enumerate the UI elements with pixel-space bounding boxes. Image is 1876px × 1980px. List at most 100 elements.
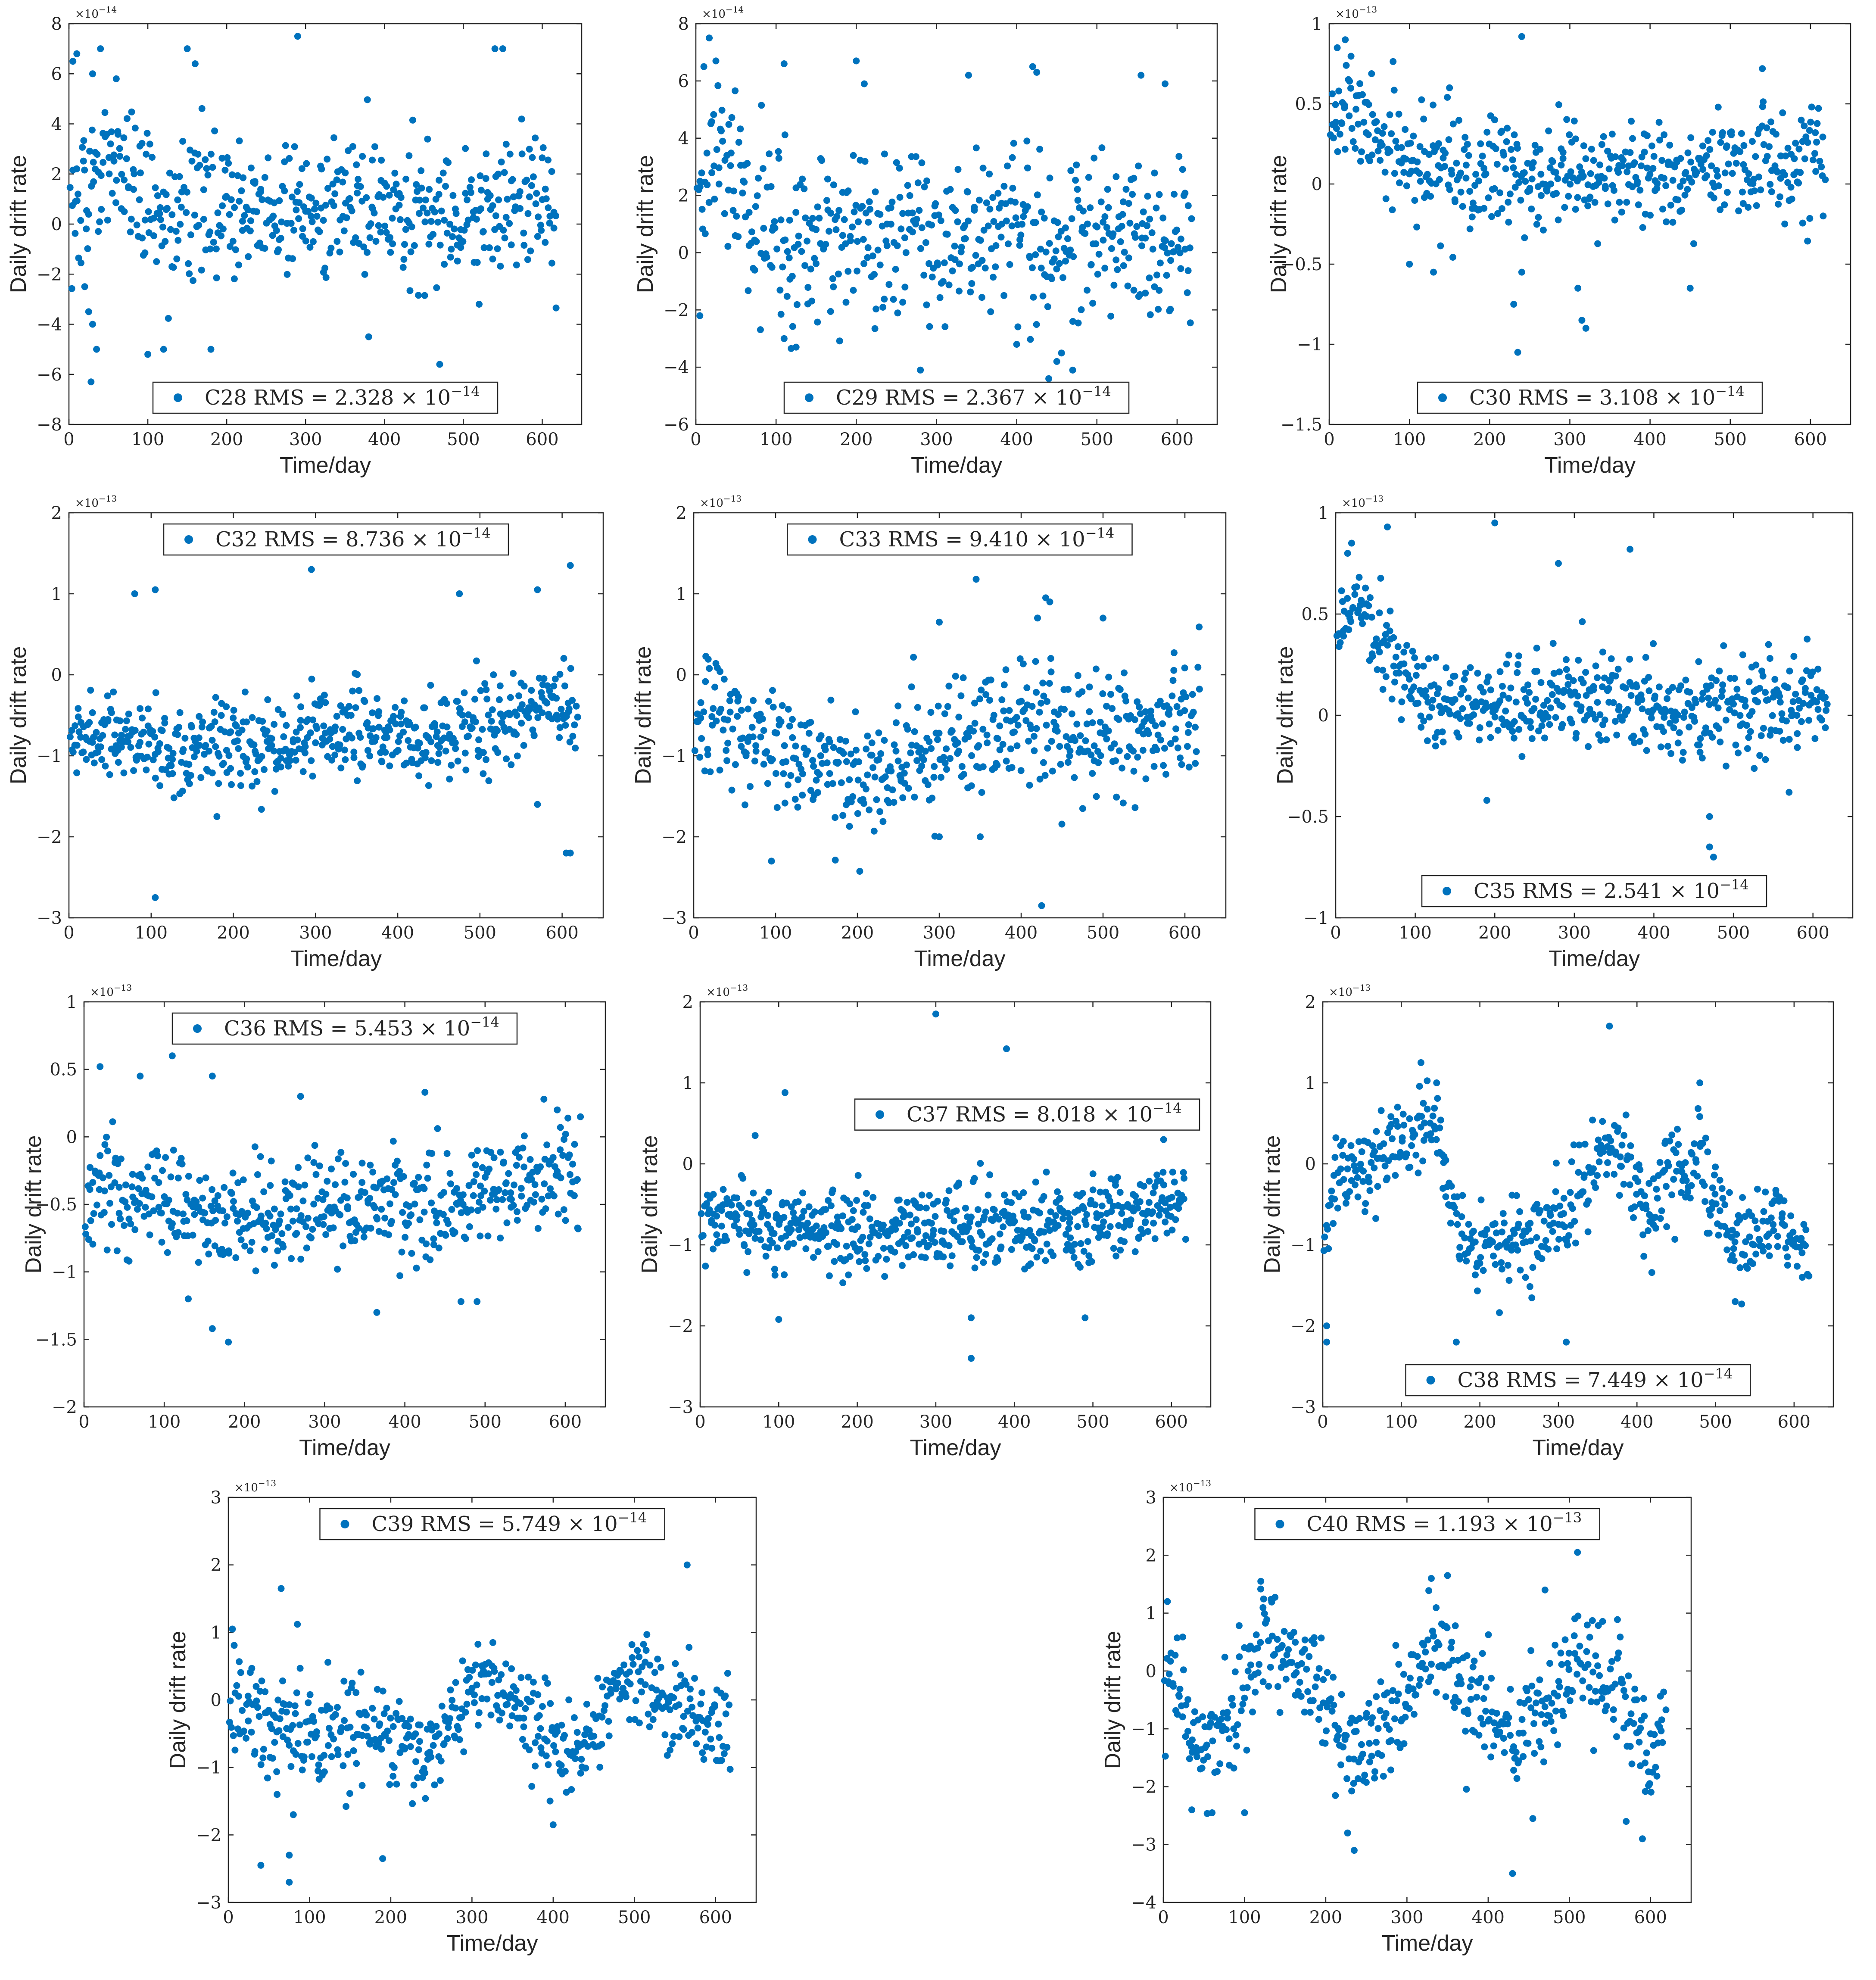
data-point bbox=[120, 769, 128, 776]
data-point bbox=[1122, 186, 1130, 193]
data-point bbox=[1517, 196, 1524, 204]
y-tick-label: 1 bbox=[66, 992, 77, 1012]
data-point bbox=[1424, 1105, 1431, 1113]
data-point bbox=[206, 748, 213, 755]
data-point bbox=[446, 775, 453, 783]
data-point bbox=[773, 245, 781, 253]
data-point bbox=[249, 783, 256, 790]
data-point bbox=[391, 169, 399, 177]
data-point bbox=[1525, 1225, 1532, 1233]
data-point bbox=[472, 718, 479, 726]
data-point bbox=[1136, 291, 1144, 298]
data-point bbox=[1033, 689, 1040, 696]
data-point bbox=[1417, 712, 1424, 720]
data-point bbox=[785, 705, 792, 713]
data-point bbox=[811, 1208, 818, 1216]
legend: C30 RMS = 3.108 × 10−14 bbox=[1417, 381, 1763, 414]
data-point bbox=[131, 170, 138, 178]
data-point bbox=[827, 1202, 835, 1210]
data-point bbox=[937, 217, 944, 225]
data-point bbox=[1804, 139, 1811, 146]
data-point bbox=[221, 1184, 228, 1191]
data-point bbox=[1677, 682, 1685, 689]
data-point bbox=[861, 1251, 869, 1258]
data-point bbox=[1026, 253, 1033, 260]
data-point bbox=[1366, 1187, 1374, 1194]
data-point bbox=[1125, 254, 1132, 262]
data-point bbox=[979, 1232, 986, 1239]
data-point bbox=[179, 137, 187, 145]
data-point bbox=[808, 297, 815, 305]
legend-marker bbox=[184, 535, 193, 544]
data-point bbox=[1805, 717, 1813, 724]
data-point bbox=[111, 731, 118, 739]
data-point bbox=[1435, 140, 1442, 147]
data-point bbox=[88, 126, 96, 134]
data-point bbox=[1125, 200, 1132, 207]
data-point bbox=[165, 745, 173, 752]
data-point bbox=[200, 186, 207, 193]
data-point bbox=[775, 1316, 782, 1323]
data-point bbox=[90, 159, 97, 166]
data-point bbox=[713, 1213, 720, 1220]
data-point bbox=[1639, 224, 1646, 231]
data-point bbox=[1118, 1210, 1125, 1217]
data-point bbox=[243, 718, 250, 726]
data-point bbox=[396, 216, 404, 223]
data-point bbox=[86, 1186, 93, 1193]
data-point bbox=[976, 695, 983, 702]
data-point bbox=[73, 769, 81, 776]
data-point bbox=[804, 1219, 811, 1227]
data-point bbox=[901, 284, 909, 291]
data-point bbox=[334, 1266, 341, 1273]
data-point bbox=[1503, 138, 1510, 145]
data-point bbox=[479, 1204, 486, 1211]
data-point bbox=[90, 178, 97, 185]
data-point bbox=[1487, 734, 1494, 741]
data-point bbox=[1792, 690, 1799, 698]
data-point bbox=[874, 246, 882, 254]
data-point bbox=[1564, 681, 1572, 688]
data-point bbox=[1381, 1162, 1389, 1169]
data-point bbox=[964, 188, 971, 196]
data-point bbox=[1063, 1247, 1070, 1254]
data-point bbox=[1162, 1218, 1169, 1225]
data-point bbox=[90, 759, 98, 767]
data-point bbox=[1514, 669, 1521, 676]
data-point bbox=[1336, 131, 1343, 138]
data-point bbox=[193, 1198, 200, 1205]
data-point bbox=[81, 283, 88, 290]
data-point bbox=[1340, 1138, 1347, 1145]
data-point bbox=[468, 724, 476, 732]
data-point bbox=[1546, 721, 1553, 728]
data-point bbox=[210, 239, 217, 246]
data-point bbox=[528, 687, 535, 694]
data-point bbox=[80, 748, 87, 756]
data-point bbox=[197, 774, 205, 781]
data-point bbox=[777, 718, 785, 725]
y-tick-label: −1.5 bbox=[1281, 415, 1322, 435]
data-point bbox=[1000, 183, 1008, 190]
data-point bbox=[402, 1234, 409, 1241]
data-point bbox=[1444, 94, 1451, 101]
data-point bbox=[1337, 1165, 1344, 1172]
data-point bbox=[1009, 184, 1016, 192]
data-point bbox=[518, 115, 525, 123]
data-point bbox=[1117, 238, 1124, 245]
data-point bbox=[191, 212, 198, 219]
data-point bbox=[746, 1211, 753, 1218]
data-point bbox=[1815, 105, 1822, 112]
data-point bbox=[1175, 153, 1183, 160]
data-point bbox=[894, 758, 902, 764]
data-point bbox=[396, 1272, 404, 1279]
data-point bbox=[1816, 158, 1823, 165]
data-point bbox=[945, 1187, 953, 1194]
data-point bbox=[1398, 698, 1405, 705]
data-point bbox=[341, 746, 348, 754]
data-point bbox=[1134, 1204, 1141, 1212]
data-point bbox=[894, 309, 901, 317]
data-point bbox=[751, 758, 758, 765]
data-point bbox=[1592, 662, 1599, 670]
data-point bbox=[318, 165, 325, 173]
data-point bbox=[1131, 1248, 1139, 1255]
